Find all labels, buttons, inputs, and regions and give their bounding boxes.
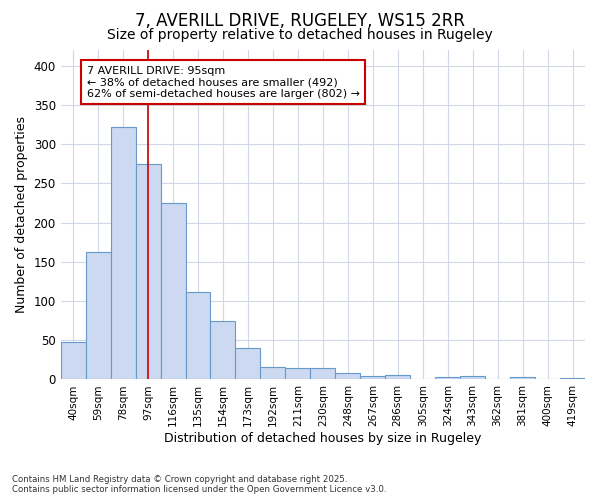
Bar	[385, 375, 410, 380]
Bar	[185, 292, 211, 380]
Text: Size of property relative to detached houses in Rugeley: Size of property relative to detached ho…	[107, 28, 493, 42]
Bar	[335, 373, 360, 380]
Bar	[310, 368, 335, 380]
Bar	[435, 377, 460, 380]
Bar	[211, 322, 235, 380]
Bar	[86, 252, 110, 380]
Bar	[110, 127, 136, 380]
Bar	[286, 368, 310, 380]
Bar	[161, 203, 185, 380]
Text: Contains HM Land Registry data © Crown copyright and database right 2025.
Contai: Contains HM Land Registry data © Crown c…	[12, 474, 386, 494]
X-axis label: Distribution of detached houses by size in Rugeley: Distribution of detached houses by size …	[164, 432, 482, 445]
Text: 7, AVERILL DRIVE, RUGELEY, WS15 2RR: 7, AVERILL DRIVE, RUGELEY, WS15 2RR	[135, 12, 465, 30]
Y-axis label: Number of detached properties: Number of detached properties	[15, 116, 28, 313]
Bar	[510, 377, 535, 380]
Bar	[360, 376, 385, 380]
Bar	[560, 378, 585, 380]
Text: 7 AVERILL DRIVE: 95sqm
← 38% of detached houses are smaller (492)
62% of semi-de: 7 AVERILL DRIVE: 95sqm ← 38% of detached…	[87, 66, 360, 99]
Bar	[136, 164, 161, 380]
Bar	[235, 348, 260, 380]
Bar	[61, 342, 86, 380]
Bar	[460, 376, 485, 380]
Bar	[260, 367, 286, 380]
